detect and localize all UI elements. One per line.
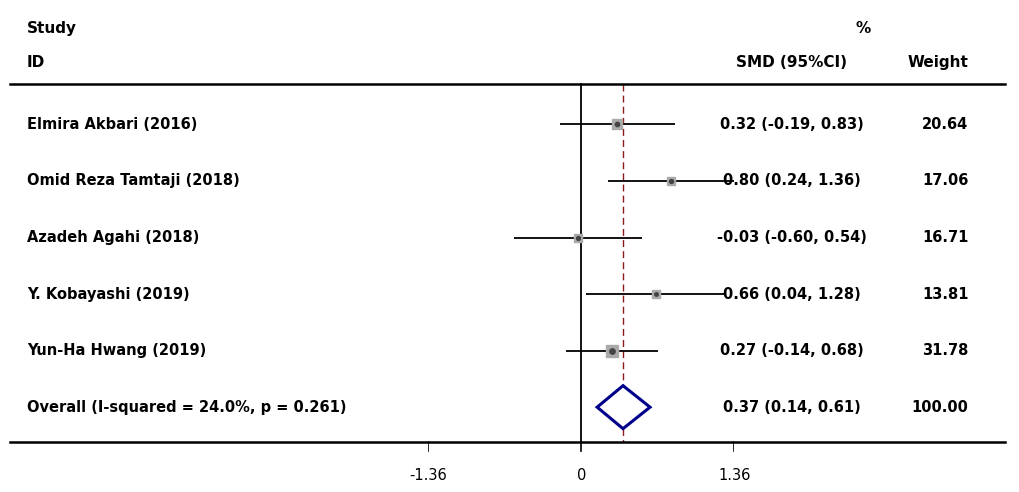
Text: 0.27 (-0.14, 0.68): 0.27 (-0.14, 0.68): [719, 343, 862, 358]
Text: 31.78: 31.78: [921, 343, 968, 358]
Text: -0.03 (-0.60, 0.54): -0.03 (-0.60, 0.54): [716, 230, 865, 245]
Text: Omid Reza Tamtaji (2018): Omid Reza Tamtaji (2018): [26, 174, 239, 188]
Text: 0.80 (0.24, 1.36): 0.80 (0.24, 1.36): [721, 174, 860, 188]
Text: %: %: [855, 21, 869, 36]
Text: SMD (95%CI): SMD (95%CI): [736, 55, 846, 70]
Polygon shape: [596, 386, 649, 429]
Text: Azadeh Agahi (2018): Azadeh Agahi (2018): [26, 230, 199, 245]
Text: 20.64: 20.64: [921, 117, 968, 132]
Text: Elmira Akbari (2016): Elmira Akbari (2016): [26, 117, 197, 132]
Text: Weight: Weight: [907, 55, 968, 70]
Text: -1.36: -1.36: [409, 468, 447, 483]
Text: 0: 0: [576, 468, 586, 483]
Text: 17.06: 17.06: [921, 174, 968, 188]
Text: Yun-Ha Hwang (2019): Yun-Ha Hwang (2019): [26, 343, 206, 358]
Text: Study: Study: [26, 21, 76, 36]
Text: Overall (I-squared = 24.0%, p = 0.261): Overall (I-squared = 24.0%, p = 0.261): [26, 400, 346, 415]
Text: ID: ID: [26, 55, 45, 70]
Text: 0.66 (0.04, 1.28): 0.66 (0.04, 1.28): [721, 286, 860, 302]
Text: 0.32 (-0.19, 0.83): 0.32 (-0.19, 0.83): [719, 117, 862, 132]
Text: Y. Kobayashi (2019): Y. Kobayashi (2019): [26, 286, 190, 302]
Text: 0.37 (0.14, 0.61): 0.37 (0.14, 0.61): [721, 400, 860, 415]
Text: 13.81: 13.81: [921, 286, 968, 302]
Text: 1.36: 1.36: [717, 468, 750, 483]
Text: 100.00: 100.00: [911, 400, 968, 415]
Text: 16.71: 16.71: [921, 230, 968, 245]
